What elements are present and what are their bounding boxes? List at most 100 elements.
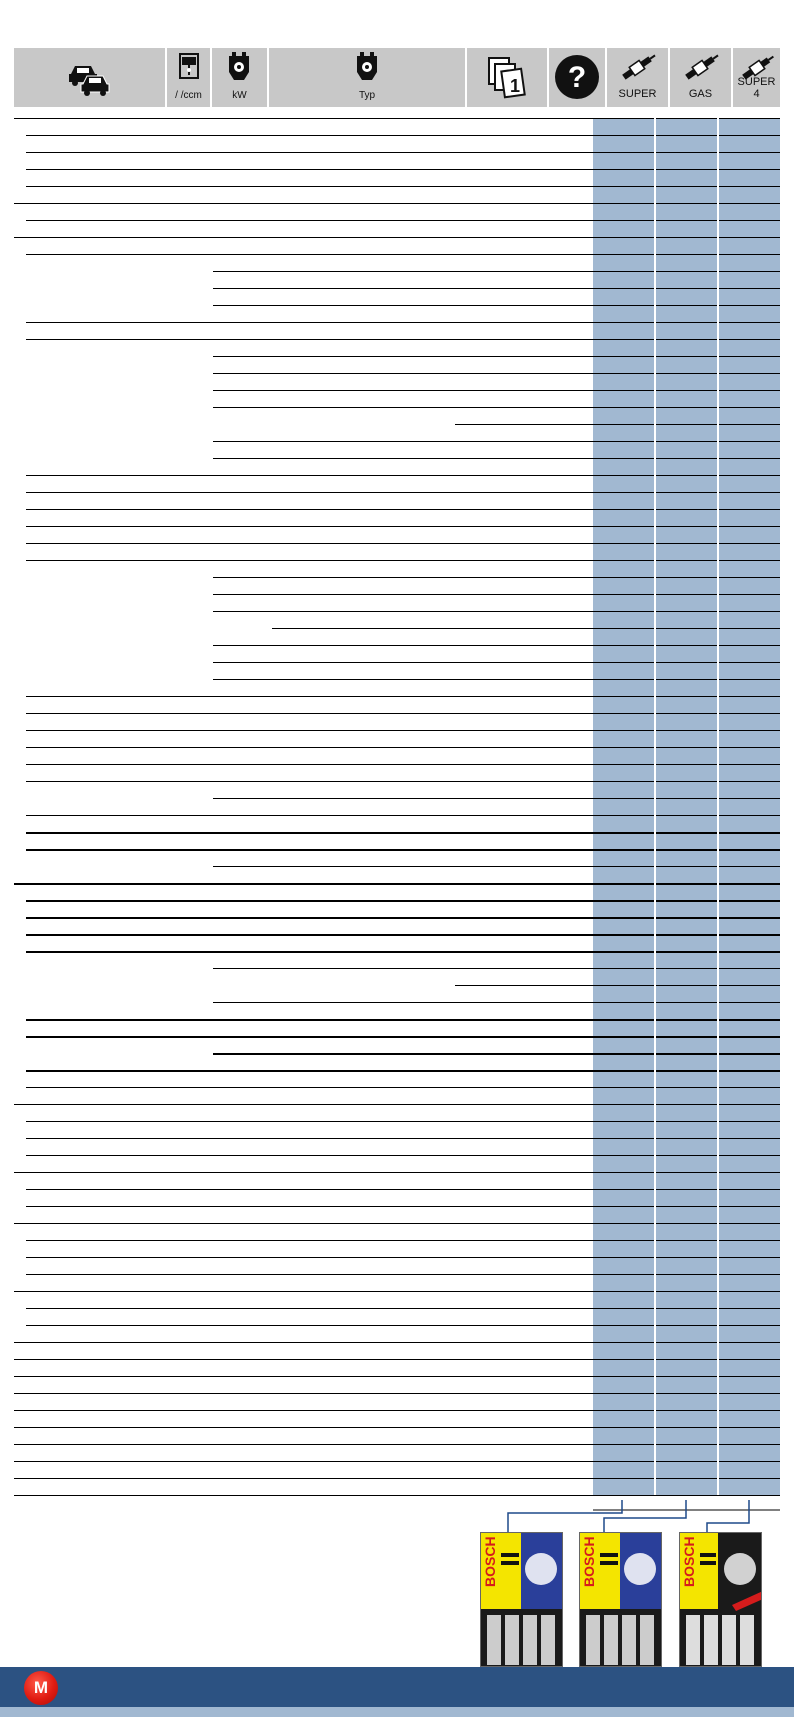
table-row-rule xyxy=(14,1495,780,1496)
piston-cylinder-icon xyxy=(179,53,199,79)
header-gas-label: GAS xyxy=(688,88,713,100)
table-row-rule xyxy=(26,764,780,765)
svg-text:?: ? xyxy=(568,61,586,94)
table-row-rule xyxy=(14,1342,780,1343)
table-header: / /ccm kW Typ 1 ? xyxy=(14,48,780,107)
table-row-rule xyxy=(455,985,780,986)
table-row-rule xyxy=(213,968,780,969)
table-row-rule xyxy=(14,1444,780,1445)
table-row-rule xyxy=(26,747,780,748)
table-row-rule xyxy=(213,271,780,272)
table-row-rule xyxy=(14,118,780,119)
bosch-super-pack: BOSCH xyxy=(480,1532,563,1667)
table-row-rule xyxy=(26,1240,780,1241)
product-pack-image: BOSCH xyxy=(680,1533,761,1666)
column-separator xyxy=(717,118,719,1495)
header-gas: GAS xyxy=(670,48,731,107)
table-row-rule xyxy=(213,407,780,408)
header-power-label: kW xyxy=(232,90,247,101)
table-row-rule xyxy=(14,1376,780,1377)
table-row-rule xyxy=(26,322,780,323)
engine-type-icon xyxy=(357,52,377,80)
header-displacement: / /ccm xyxy=(167,48,210,107)
column-separator xyxy=(654,118,656,1495)
table-row-rule xyxy=(14,1461,780,1462)
product-pack-image: BOSCH xyxy=(481,1533,562,1666)
table-row-rule xyxy=(26,815,780,816)
table-row-rule xyxy=(26,1257,780,1258)
super4-column-fill xyxy=(719,118,780,1495)
table-row-rule xyxy=(26,1325,780,1326)
table-row-rule xyxy=(26,849,780,851)
table-row-rule xyxy=(26,917,780,919)
spark-plug-icon xyxy=(622,54,656,80)
table-row-rule xyxy=(213,1002,780,1003)
bosch-super4-pack: BOSCH xyxy=(679,1532,762,1667)
super-column-fill xyxy=(593,118,654,1495)
table-row-rule xyxy=(213,390,780,391)
table-row-rule xyxy=(26,1274,780,1275)
table-row-rule xyxy=(26,339,780,340)
table-row-rule xyxy=(14,1410,780,1411)
column-connectors xyxy=(503,1500,780,1551)
footer-strip xyxy=(0,1707,794,1717)
table-row-rule xyxy=(213,288,780,289)
table-row-rule xyxy=(213,1053,780,1055)
table-row-rule xyxy=(213,645,780,646)
header-info: ? xyxy=(549,48,605,107)
table-row-rule xyxy=(26,135,780,136)
table-row-rule xyxy=(14,883,780,885)
table-row-rule xyxy=(26,1121,780,1122)
table-row-rule xyxy=(213,373,780,374)
header-displacement-label: / /ccm xyxy=(175,90,202,101)
table-row-rule xyxy=(26,1070,780,1072)
table-row-rule xyxy=(26,696,780,697)
section-badge: M xyxy=(24,1671,58,1705)
header-type: Typ xyxy=(269,48,465,107)
header-vehicle xyxy=(14,48,165,107)
table-row-rule xyxy=(26,713,780,714)
application-table xyxy=(14,118,780,1496)
table-row-rule xyxy=(26,1308,780,1309)
table-row-rule xyxy=(14,237,780,238)
svg-text:1: 1 xyxy=(510,76,520,96)
footer-bar xyxy=(0,1667,794,1707)
table-row-rule xyxy=(213,611,780,612)
pack-brand-text: BOSCH xyxy=(681,1536,697,1587)
header-power: kW xyxy=(212,48,267,107)
header-type-label: Typ xyxy=(358,90,376,101)
question-mark-icon: ? xyxy=(555,55,599,99)
table-row-rule xyxy=(14,1478,780,1479)
table-row-rule xyxy=(26,526,780,527)
table-row-rule xyxy=(26,1189,780,1190)
table-row-rule xyxy=(26,1087,780,1088)
table-row-rule xyxy=(26,543,780,544)
table-row-rule xyxy=(213,798,780,799)
table-row-rule xyxy=(455,424,780,425)
table-row-rule xyxy=(213,305,780,306)
table-row-rule xyxy=(26,1206,780,1207)
header-super-label: SUPER xyxy=(618,88,657,100)
gas-column-fill xyxy=(656,118,717,1495)
table-row-rule xyxy=(26,730,780,731)
table-row-rule xyxy=(26,832,780,834)
table-row-rule xyxy=(26,254,780,255)
document-pages-icon: 1 xyxy=(488,57,526,99)
table-row-rule xyxy=(26,1019,780,1021)
table-row-rule xyxy=(213,662,780,663)
header-reference: 1 xyxy=(467,48,547,107)
table-row-rule xyxy=(213,866,780,867)
table-row-rule xyxy=(213,441,780,442)
table-row-rule xyxy=(26,509,780,510)
header-super: SUPER xyxy=(607,48,668,107)
table-row-rule xyxy=(26,169,780,170)
table-row-rule xyxy=(26,781,780,782)
engine-power-icon xyxy=(229,52,249,80)
table-row-rule xyxy=(14,1393,780,1394)
table-row-rule xyxy=(272,628,780,629)
table-row-rule xyxy=(213,577,780,578)
table-row-rule xyxy=(26,934,780,936)
table-row-rule xyxy=(26,560,780,561)
header-super4: SUPER 4 xyxy=(733,48,780,107)
table-row-rule xyxy=(14,1427,780,1428)
